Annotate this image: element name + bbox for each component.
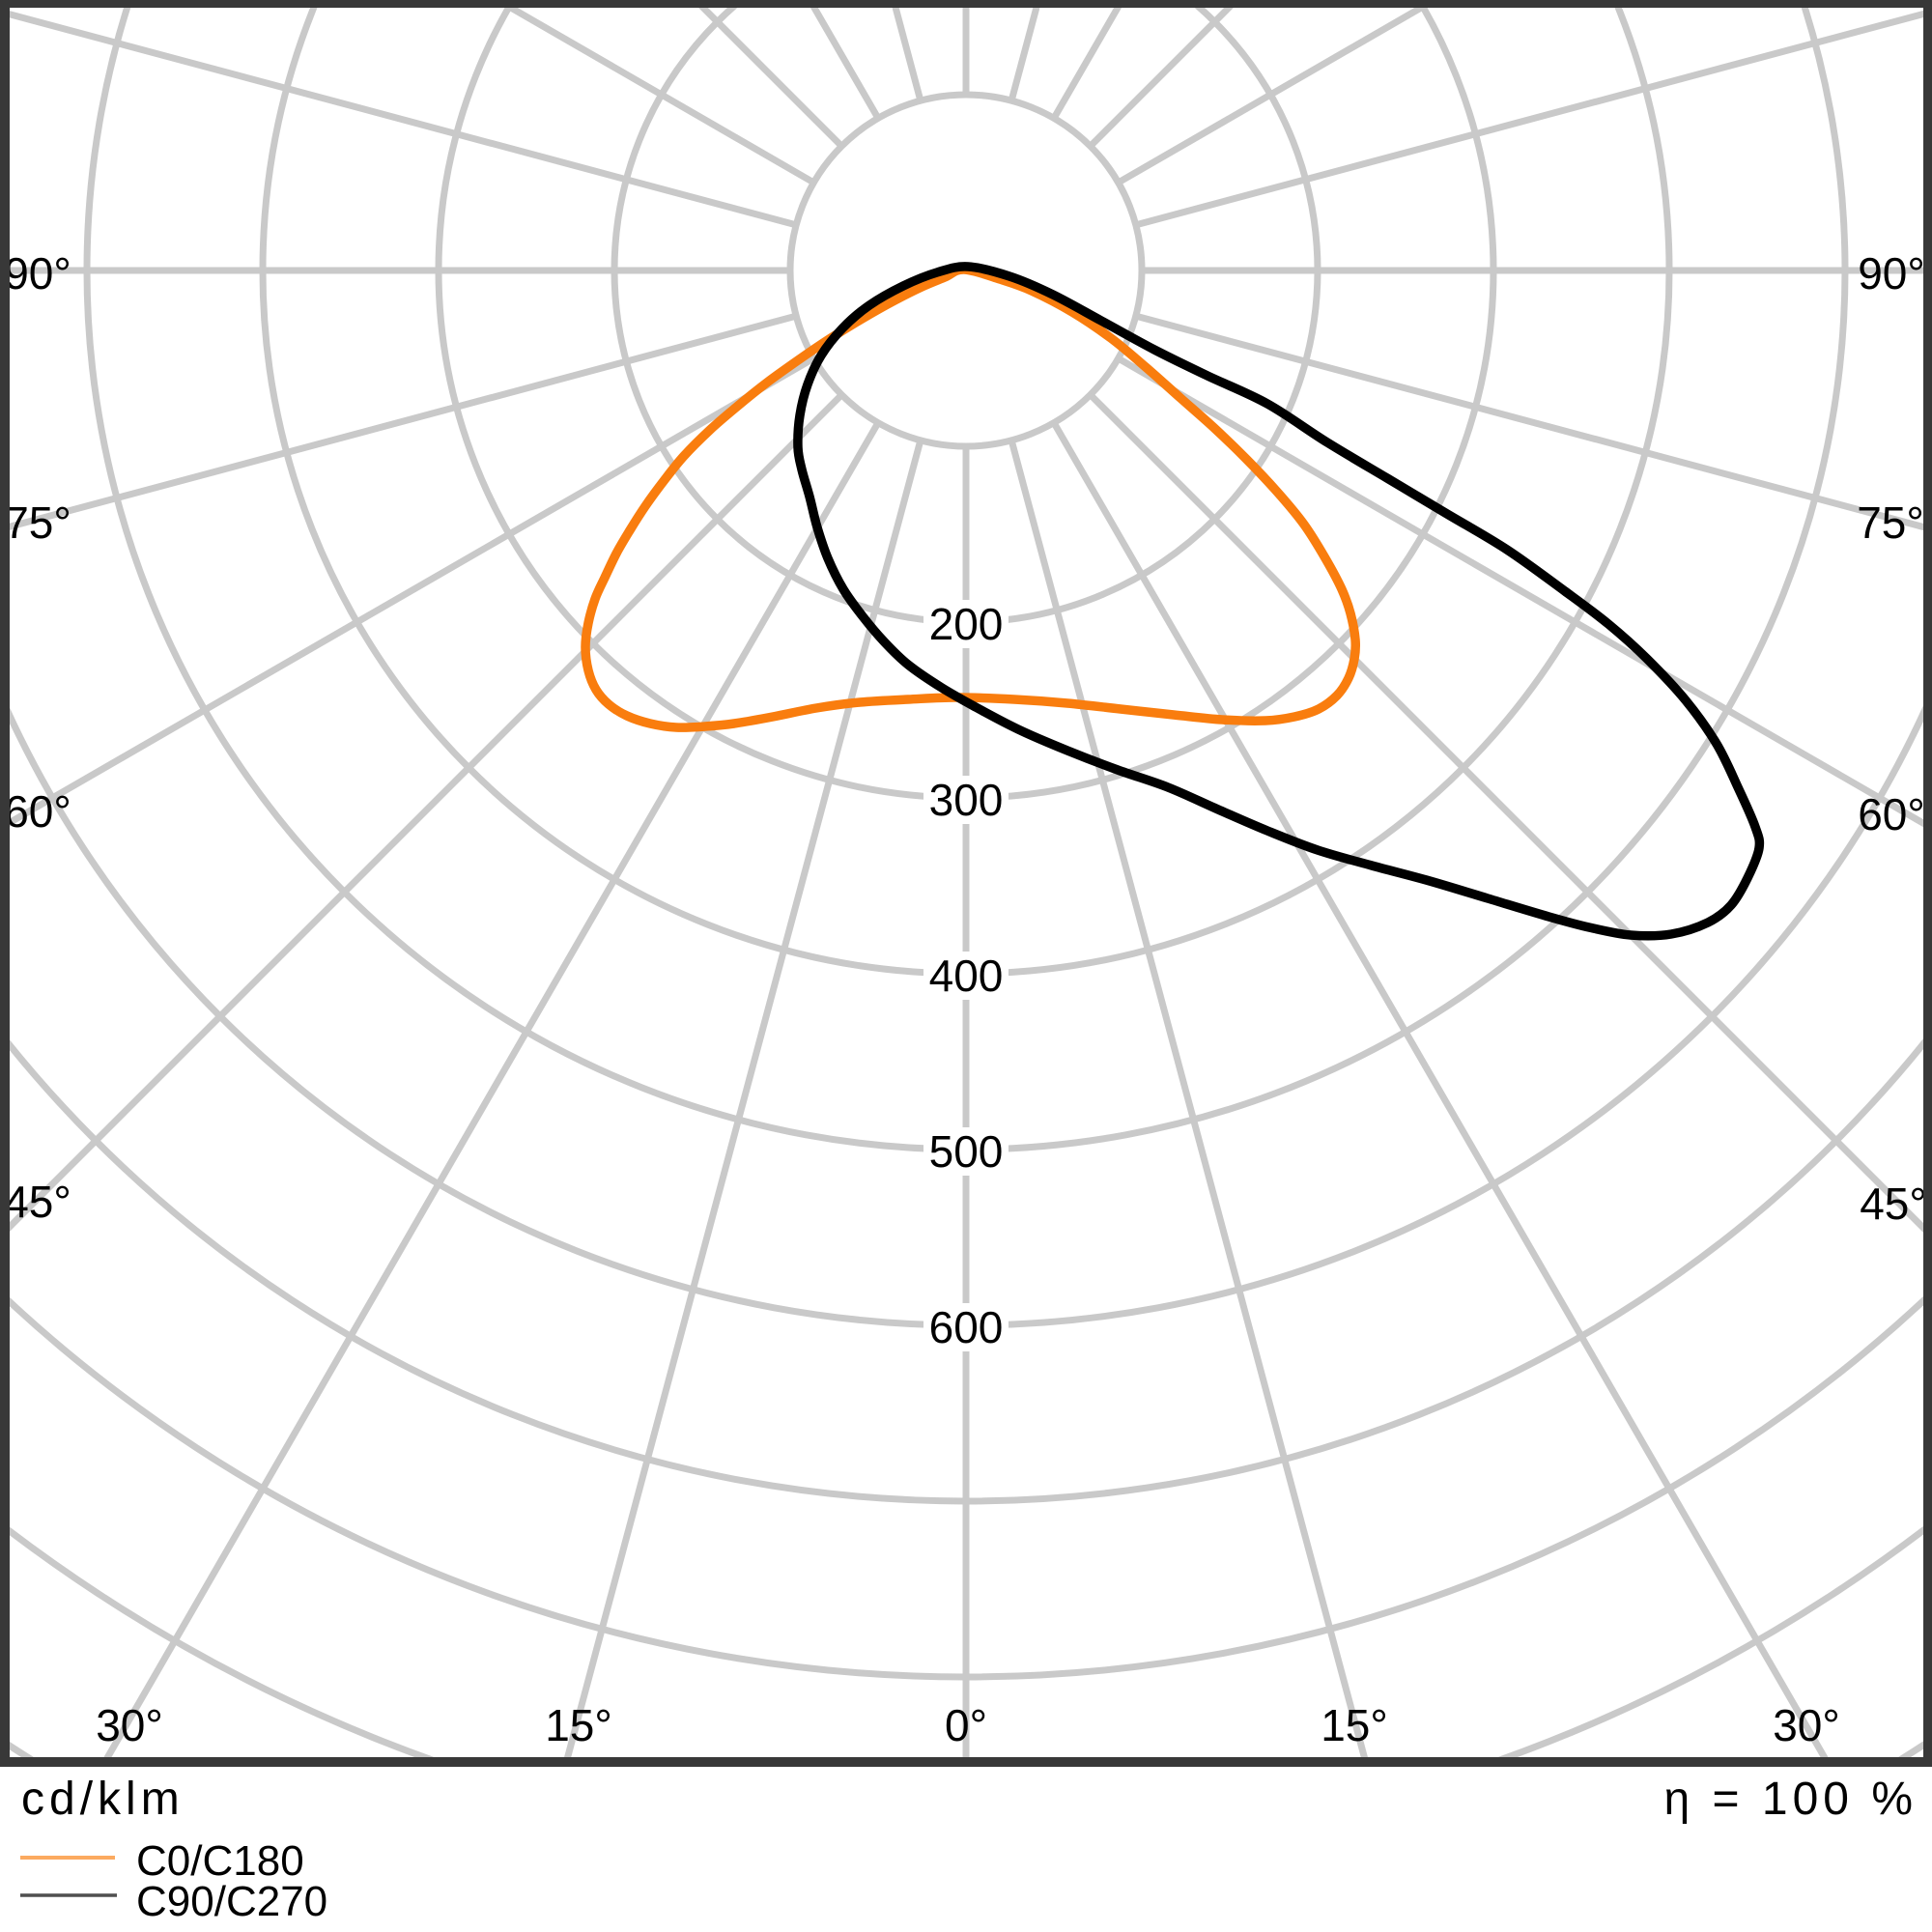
svg-text:500: 500 — [929, 1126, 1004, 1177]
svg-text:15°: 15° — [545, 1700, 612, 1750]
svg-text:75°: 75° — [4, 497, 71, 548]
svg-text:C0/C180: C0/C180 — [136, 1837, 304, 1885]
svg-text:600: 600 — [929, 1302, 1004, 1352]
svg-text:45°: 45° — [4, 1177, 71, 1227]
svg-text:60°: 60° — [4, 786, 71, 837]
svg-text:η = 100 %: η = 100 % — [1664, 1774, 1918, 1825]
svg-text:30°: 30° — [1773, 1700, 1840, 1750]
svg-text:15°: 15° — [1321, 1700, 1388, 1750]
svg-text:C90/C270: C90/C270 — [136, 1878, 327, 1925]
svg-text:30°: 30° — [96, 1700, 163, 1750]
svg-text:cd/klm: cd/klm — [21, 1774, 185, 1825]
svg-text:90°: 90° — [1858, 248, 1925, 298]
svg-text:75°: 75° — [1857, 497, 1924, 548]
svg-text:90°: 90° — [4, 248, 71, 298]
svg-text:300: 300 — [929, 775, 1004, 825]
svg-text:400: 400 — [929, 951, 1004, 1001]
svg-text:45°: 45° — [1860, 1179, 1927, 1229]
svg-text:60°: 60° — [1858, 789, 1925, 839]
svg-text:0°: 0° — [945, 1700, 987, 1750]
svg-text:200: 200 — [929, 599, 1004, 649]
